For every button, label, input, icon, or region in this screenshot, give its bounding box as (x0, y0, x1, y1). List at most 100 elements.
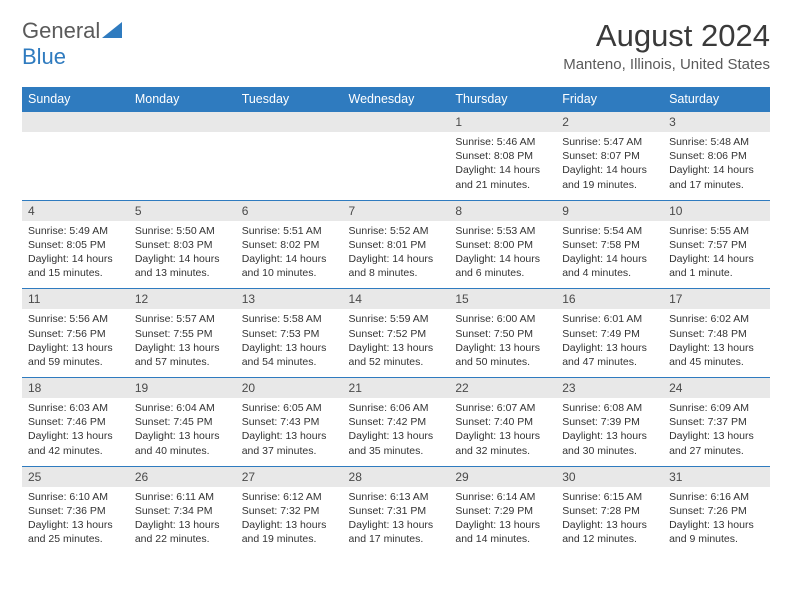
day-number (343, 112, 450, 132)
daylight-line: Daylight: 13 hours and 54 minutes. (242, 341, 337, 369)
day-details (343, 132, 450, 190)
calendar-week-row: 11Sunrise: 5:56 AMSunset: 7:56 PMDayligh… (22, 289, 770, 378)
day-details (236, 132, 343, 190)
day-details: Sunrise: 5:56 AMSunset: 7:56 PMDaylight:… (22, 309, 129, 377)
daylight-line: Daylight: 14 hours and 8 minutes. (349, 252, 444, 280)
daylight-line: Daylight: 14 hours and 6 minutes. (455, 252, 550, 280)
sunset-line: Sunset: 7:50 PM (455, 327, 550, 341)
daylight-line: Daylight: 13 hours and 25 minutes. (28, 518, 123, 546)
calendar-day-cell (22, 112, 129, 201)
sunset-line: Sunset: 7:42 PM (349, 415, 444, 429)
day-number: 20 (236, 378, 343, 398)
day-number: 8 (449, 201, 556, 221)
calendar-table: SundayMondayTuesdayWednesdayThursdayFrid… (22, 87, 770, 554)
daylight-line: Daylight: 14 hours and 13 minutes. (135, 252, 230, 280)
logo-word-2: Blue (22, 44, 66, 69)
calendar-body: 1Sunrise: 5:46 AMSunset: 8:08 PMDaylight… (22, 112, 770, 555)
day-number (129, 112, 236, 132)
day-details: Sunrise: 6:02 AMSunset: 7:48 PMDaylight:… (663, 309, 770, 377)
calendar-day-cell: 30Sunrise: 6:15 AMSunset: 7:28 PMDayligh… (556, 466, 663, 554)
sunset-line: Sunset: 7:58 PM (562, 238, 657, 252)
day-number (22, 112, 129, 132)
day-number: 2 (556, 112, 663, 132)
sunrise-line: Sunrise: 5:52 AM (349, 224, 444, 238)
sunset-line: Sunset: 7:26 PM (669, 504, 764, 518)
sunset-line: Sunset: 8:03 PM (135, 238, 230, 252)
sunset-line: Sunset: 8:00 PM (455, 238, 550, 252)
day-details: Sunrise: 6:08 AMSunset: 7:39 PMDaylight:… (556, 398, 663, 466)
day-details: Sunrise: 5:46 AMSunset: 8:08 PMDaylight:… (449, 132, 556, 200)
sunset-line: Sunset: 8:01 PM (349, 238, 444, 252)
sunrise-line: Sunrise: 6:16 AM (669, 490, 764, 504)
day-details: Sunrise: 6:16 AMSunset: 7:26 PMDaylight:… (663, 487, 770, 555)
day-details: Sunrise: 5:55 AMSunset: 7:57 PMDaylight:… (663, 221, 770, 289)
sunrise-line: Sunrise: 6:05 AM (242, 401, 337, 415)
calendar-day-cell: 12Sunrise: 5:57 AMSunset: 7:55 PMDayligh… (129, 289, 236, 378)
day-of-week-row: SundayMondayTuesdayWednesdayThursdayFrid… (22, 87, 770, 112)
day-details: Sunrise: 6:13 AMSunset: 7:31 PMDaylight:… (343, 487, 450, 555)
day-details: Sunrise: 5:59 AMSunset: 7:52 PMDaylight:… (343, 309, 450, 377)
day-details: Sunrise: 6:15 AMSunset: 7:28 PMDaylight:… (556, 487, 663, 555)
day-of-week-header: Friday (556, 87, 663, 112)
title-block: August 2024 Manteno, Illinois, United St… (563, 18, 770, 73)
day-number: 29 (449, 467, 556, 487)
daylight-line: Daylight: 13 hours and 45 minutes. (669, 341, 764, 369)
day-of-week-header: Sunday (22, 87, 129, 112)
calendar-day-cell: 26Sunrise: 6:11 AMSunset: 7:34 PMDayligh… (129, 466, 236, 554)
day-details: Sunrise: 5:53 AMSunset: 8:00 PMDaylight:… (449, 221, 556, 289)
day-details: Sunrise: 5:54 AMSunset: 7:58 PMDaylight:… (556, 221, 663, 289)
calendar-day-cell: 1Sunrise: 5:46 AMSunset: 8:08 PMDaylight… (449, 112, 556, 201)
sunrise-line: Sunrise: 6:08 AM (562, 401, 657, 415)
day-details: Sunrise: 5:51 AMSunset: 8:02 PMDaylight:… (236, 221, 343, 289)
daylight-line: Daylight: 13 hours and 32 minutes. (455, 429, 550, 457)
sunrise-line: Sunrise: 6:09 AM (669, 401, 764, 415)
calendar-day-cell: 7 Sunrise: 5:52 AMSunset: 8:01 PMDaylight… (343, 200, 450, 289)
sunrise-line: Sunrise: 5:58 AM (242, 312, 337, 326)
sunrise-line: Sunrise: 5:50 AM (135, 224, 230, 238)
calendar-week-row: 1Sunrise: 5:46 AMSunset: 8:08 PMDaylight… (22, 112, 770, 201)
day-number: 19 (129, 378, 236, 398)
sunset-line: Sunset: 8:05 PM (28, 238, 123, 252)
daylight-line: Daylight: 13 hours and 19 minutes. (242, 518, 337, 546)
sunset-line: Sunset: 7:52 PM (349, 327, 444, 341)
sunset-line: Sunset: 7:40 PM (455, 415, 550, 429)
daylight-line: Daylight: 13 hours and 40 minutes. (135, 429, 230, 457)
sunset-line: Sunset: 7:31 PM (349, 504, 444, 518)
day-number: 27 (236, 467, 343, 487)
calendar-day-cell: 10Sunrise: 5:55 AMSunset: 7:57 PMDayligh… (663, 200, 770, 289)
day-number: 4 (22, 201, 129, 221)
calendar-day-cell: 27Sunrise: 6:12 AMSunset: 7:32 PMDayligh… (236, 466, 343, 554)
calendar-day-cell (236, 112, 343, 201)
header: General Blue August 2024 Manteno, Illino… (22, 18, 770, 73)
sunset-line: Sunset: 7:57 PM (669, 238, 764, 252)
sunset-line: Sunset: 8:07 PM (562, 149, 657, 163)
daylight-line: Daylight: 14 hours and 15 minutes. (28, 252, 123, 280)
daylight-line: Daylight: 13 hours and 9 minutes. (669, 518, 764, 546)
day-number: 21 (343, 378, 450, 398)
sunset-line: Sunset: 8:08 PM (455, 149, 550, 163)
calendar-day-cell: 31Sunrise: 6:16 AMSunset: 7:26 PMDayligh… (663, 466, 770, 554)
logo: General Blue (22, 18, 122, 70)
day-number: 7 (343, 201, 450, 221)
daylight-line: Daylight: 13 hours and 22 minutes. (135, 518, 230, 546)
day-number: 3 (663, 112, 770, 132)
calendar-day-cell: 28Sunrise: 6:13 AMSunset: 7:31 PMDayligh… (343, 466, 450, 554)
location: Manteno, Illinois, United States (563, 56, 770, 73)
day-details: Sunrise: 5:58 AMSunset: 7:53 PMDaylight:… (236, 309, 343, 377)
day-of-week-header: Monday (129, 87, 236, 112)
calendar-day-cell: 21Sunrise: 6:06 AMSunset: 7:42 PMDayligh… (343, 378, 450, 467)
daylight-line: Daylight: 13 hours and 27 minutes. (669, 429, 764, 457)
daylight-line: Daylight: 13 hours and 30 minutes. (562, 429, 657, 457)
sunrise-line: Sunrise: 6:03 AM (28, 401, 123, 415)
calendar-day-cell: 23Sunrise: 6:08 AMSunset: 7:39 PMDayligh… (556, 378, 663, 467)
sunset-line: Sunset: 7:45 PM (135, 415, 230, 429)
sunrise-line: Sunrise: 5:49 AM (28, 224, 123, 238)
day-details: Sunrise: 6:09 AMSunset: 7:37 PMDaylight:… (663, 398, 770, 466)
day-details: Sunrise: 5:50 AMSunset: 8:03 PMDaylight:… (129, 221, 236, 289)
day-number: 18 (22, 378, 129, 398)
day-details: Sunrise: 6:12 AMSunset: 7:32 PMDaylight:… (236, 487, 343, 555)
calendar-day-cell: 18Sunrise: 6:03 AMSunset: 7:46 PMDayligh… (22, 378, 129, 467)
calendar-week-row: 25Sunrise: 6:10 AMSunset: 7:36 PMDayligh… (22, 466, 770, 554)
day-number: 13 (236, 289, 343, 309)
sunset-line: Sunset: 7:43 PM (242, 415, 337, 429)
